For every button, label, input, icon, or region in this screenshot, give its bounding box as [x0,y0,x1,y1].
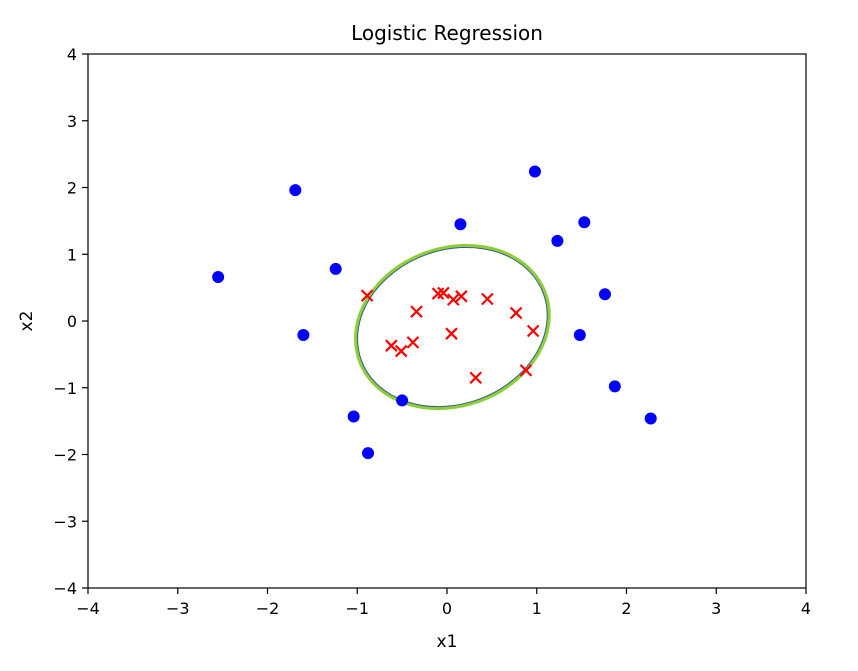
y-tick-label: 3 [67,112,77,131]
data-point-x [360,289,374,302]
data-point-circle [608,380,621,393]
data-point-circle [347,410,360,423]
data-point-circle [212,270,225,283]
data-point-circle [598,288,611,301]
x-tick-label: 0 [442,599,452,618]
decision-boundary-inner [357,246,548,408]
y-tick-label: −2 [53,446,77,465]
data-point-circle [578,216,591,229]
y-tick-label: 1 [67,245,77,264]
data-point-circle [528,165,541,178]
data-point-x [394,344,408,358]
data-point-x [455,290,468,303]
x-tick-label: −1 [345,599,369,618]
decision-boundary [354,243,551,411]
data-point-x [447,293,460,306]
data-point-x [481,292,494,306]
x-tick-label: 4 [801,599,811,618]
y-tick-label: 4 [67,45,77,64]
data-point-circle [396,394,409,407]
data-point-circle [551,234,564,247]
data-point-circle [297,329,310,342]
data-point-x [385,339,398,352]
data-point-x [509,306,523,320]
data-point-circle [362,447,375,460]
y-tick-label: 0 [67,312,77,331]
data-point-x [410,305,423,318]
data-point-x [406,336,420,349]
data-point-x [519,364,533,377]
data-point-circle [573,329,586,342]
x-tick-label: 3 [711,599,721,618]
data-point-x [526,324,540,338]
x-tick-label: −4 [76,599,100,618]
data-point-x [445,327,458,340]
data-point-circle [289,184,302,197]
data-point-x [437,286,450,300]
plot-area: −4 −3 −2 −1 0 1 2 3 4 −4 −3 −2 −1 0 1 2 3 4 [53,45,811,618]
y-axis-label: x2 [17,311,37,332]
data-point-circle [454,218,467,231]
x-tick-label: 1 [532,599,542,618]
x-axis-label: x1 [437,632,458,652]
y-tick-label: 2 [67,179,77,198]
x-tick-label: −3 [166,599,190,618]
data-point-circle [644,412,657,425]
chart-title: Logistic Regression [351,21,543,45]
y-tick-label: −1 [53,379,77,398]
x-tick-label: −2 [256,599,280,618]
y-tick-label: −3 [53,512,77,531]
data-point-x [469,371,482,385]
x-tick-label: 2 [621,599,631,618]
data-point-circle [329,262,342,275]
y-tick-label: −4 [53,579,77,598]
